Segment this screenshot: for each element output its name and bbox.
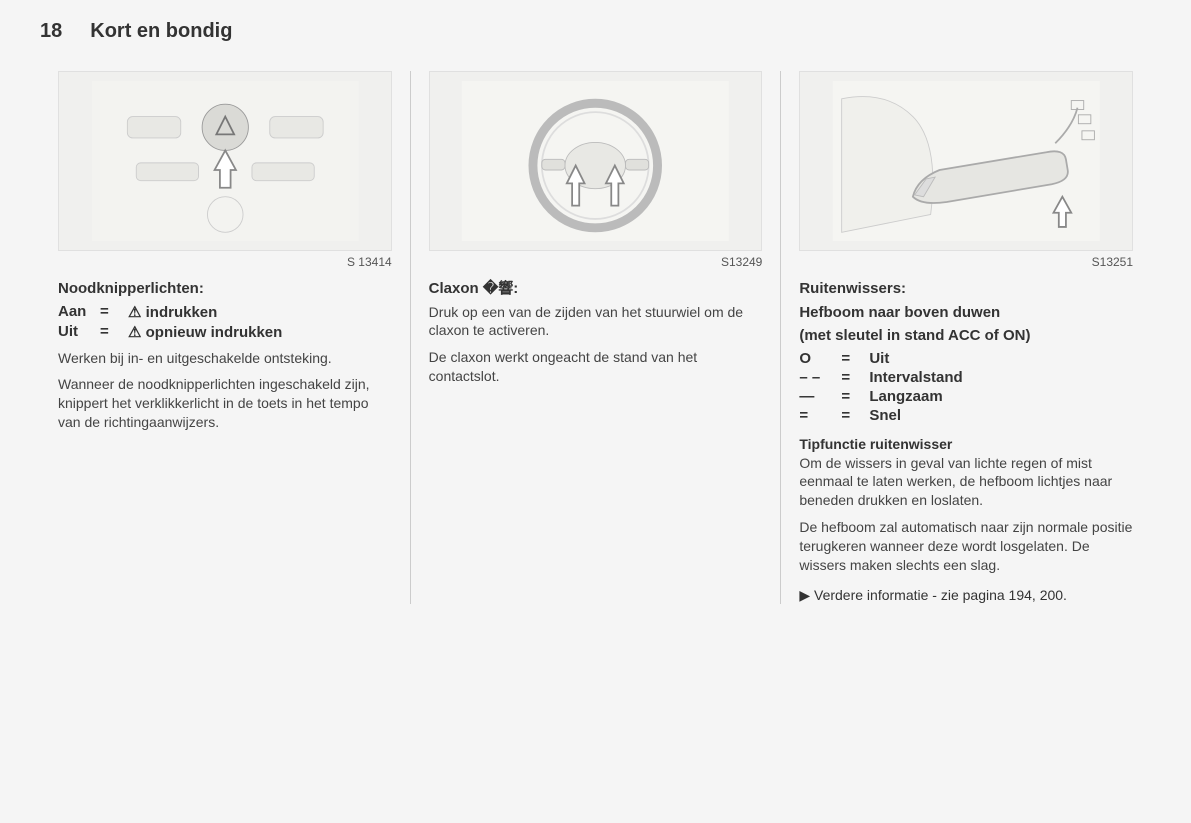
- def-equals: =: [841, 350, 869, 367]
- def-equals: =: [100, 303, 128, 321]
- def-symbol: O: [799, 350, 841, 367]
- def-text: Uit: [869, 350, 1133, 367]
- figure-wiper-lever: [799, 71, 1133, 251]
- paragraph: De claxon werkt ongeacht de stand van he…: [429, 348, 763, 386]
- section-heading: Claxon �響:: [429, 279, 763, 299]
- figure-id: S13251: [799, 255, 1133, 269]
- def-symbol: Uit: [58, 323, 100, 341]
- column-hazard-lights: S 13414 Noodknipperlichten: Aan = ⚠ indr…: [40, 71, 411, 604]
- def-text: Intervalstand: [869, 369, 1133, 386]
- page-header: 18 Kort en bondig: [40, 20, 1151, 43]
- paragraph: Om de wissers in geval van lichte regen …: [799, 454, 1133, 511]
- def-equals: =: [100, 323, 128, 341]
- definition-row: = = Snel: [799, 407, 1133, 424]
- figure-steering-wheel: [429, 71, 763, 251]
- def-text: ⚠ opnieuw indrukken: [128, 323, 392, 341]
- def-text: Snel: [869, 407, 1133, 424]
- def-equals: =: [841, 407, 869, 424]
- section-heading: Noodknipperlichten:: [58, 279, 392, 299]
- page-number: 18: [40, 20, 62, 43]
- def-symbol: —: [799, 388, 841, 405]
- def-symbol: =: [799, 407, 841, 424]
- paragraph: Werken bij in- en uitgeschakelde ontstek…: [58, 349, 392, 368]
- section-heading-line1: Ruitenwissers:: [799, 279, 1133, 299]
- cross-reference: Verdere informatie - zie pagina 194, 200…: [799, 587, 1133, 604]
- paragraph: De hefboom zal automatisch naar zijn nor…: [799, 518, 1133, 575]
- subheading: Tipfunctie ruitenwisser: [799, 436, 1133, 452]
- content-columns: S 13414 Noodknipperlichten: Aan = ⚠ indr…: [40, 71, 1151, 604]
- steering-wheel-illustration: [446, 81, 745, 241]
- figure-id: S 13414: [58, 255, 392, 269]
- paragraph: Wanneer de noodknipperlichten ingeschake…: [58, 375, 392, 432]
- hazard-button-illustration: [76, 81, 375, 241]
- column-horn: S13249 Claxon �響: Druk op een van de zij…: [411, 71, 782, 604]
- section-heading-line2: Hefboom naar boven duwen: [799, 303, 1133, 323]
- definition-row: – – = Intervalstand: [799, 369, 1133, 386]
- def-symbol: – –: [799, 369, 841, 386]
- figure-id: S13249: [429, 255, 763, 269]
- page-title: Kort en bondig: [90, 20, 232, 43]
- def-equals: =: [841, 388, 869, 405]
- definition-row-off: Uit = ⚠ opnieuw indrukken: [58, 323, 392, 341]
- definition-row-on: Aan = ⚠ indrukken: [58, 303, 392, 321]
- section-heading-line3: (met sleutel in stand ACC of ON): [799, 326, 1133, 346]
- paragraph: Druk op een van de zijden van het stuurw…: [429, 303, 763, 341]
- def-text: ⚠ indrukken: [128, 303, 392, 321]
- definition-row: O = Uit: [799, 350, 1133, 367]
- def-equals: =: [841, 369, 869, 386]
- wiper-lever-illustration: [817, 81, 1116, 241]
- column-wipers: S13251 Ruitenwissers: Hefboom naar boven…: [781, 71, 1151, 604]
- def-symbol: Aan: [58, 303, 100, 321]
- figure-hazard-button: [58, 71, 392, 251]
- def-text: Langzaam: [869, 388, 1133, 405]
- definition-row: — = Langzaam: [799, 388, 1133, 405]
